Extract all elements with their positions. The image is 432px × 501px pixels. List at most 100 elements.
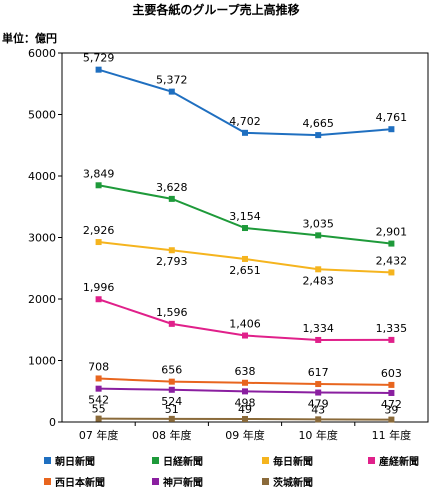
data-label: 1,334: [302, 322, 334, 335]
data-label: 498: [235, 396, 256, 409]
series-1: 5,729 5,372 4,702 4,665 4,761: [83, 52, 408, 139]
legend-label: 茨城新聞: [273, 476, 313, 489]
y-tick-label: 2000: [28, 293, 56, 306]
series-3: 2,926 2,793 2,651 2,483 2,432: [83, 224, 407, 287]
legend-swatch: [152, 457, 159, 464]
data-point: [242, 379, 248, 386]
x-tick-label: 09 年度: [225, 428, 265, 442]
legend-swatch: [44, 478, 51, 485]
data-label: 708: [88, 360, 109, 373]
data-point: [315, 336, 322, 343]
data-label: 2,901: [376, 226, 408, 239]
legend-item: 西日本新聞: [44, 476, 105, 489]
data-label: 5,372: [156, 74, 188, 87]
data-label: 524: [161, 395, 182, 408]
data-point: [168, 320, 175, 327]
series-layer: 5,729 5,372 4,702 4,665 4,761 3,849 3,628 3,154…: [83, 52, 407, 423]
data-label: 1,406: [229, 318, 261, 331]
legend-swatch: [262, 457, 269, 464]
data-label: 43: [311, 403, 325, 416]
data-point: [95, 385, 102, 392]
data-point: [388, 240, 395, 247]
data-label: 1,996: [83, 281, 115, 294]
data-label: 2,651: [229, 264, 261, 277]
data-point: [242, 255, 248, 262]
data-point: [388, 269, 395, 276]
data-label: 4,665: [302, 117, 334, 130]
data-point: [315, 389, 322, 396]
series-6: 542 524 498 479 472: [88, 385, 402, 411]
data-point: [315, 416, 322, 423]
legend-swatch: [368, 457, 375, 464]
data-point: [95, 375, 102, 382]
data-point: [388, 416, 395, 423]
data-point: [95, 66, 102, 73]
y-tick-label: 1000: [28, 355, 56, 368]
data-label: 3,628: [156, 181, 188, 194]
data-label: 4,702: [229, 115, 261, 128]
data-point: [315, 232, 322, 239]
legend-item: 神戸新聞: [152, 476, 203, 489]
data-point: [95, 239, 102, 246]
data-label: 472: [381, 398, 402, 411]
data-point: [168, 378, 175, 385]
data-label: 3,154: [229, 210, 261, 223]
data-label: 479: [308, 398, 329, 411]
x-tick-label: 11 年度: [372, 428, 412, 442]
data-point: [95, 182, 102, 189]
data-point: [168, 386, 175, 393]
data-label: 638: [235, 365, 256, 378]
data-label: 2,793: [156, 255, 188, 268]
legend-label: 毎日新聞: [273, 455, 313, 468]
data-point: [315, 266, 322, 273]
data-point: [242, 388, 248, 395]
legend-swatch: [44, 457, 51, 464]
series-7: 55 51 49 43 39: [92, 403, 398, 423]
data-label: 3,035: [302, 217, 334, 230]
x-tick-label: 08 年度: [152, 428, 192, 442]
legend-item: 日経新聞: [152, 455, 203, 468]
y-tick-label: 5000: [28, 109, 56, 122]
data-point: [315, 381, 322, 388]
data-label: 2,483: [302, 274, 334, 287]
data-point: [168, 88, 175, 95]
axes: 0 1000 2000 3000 4000 5000 6000 07 年度 08 年度 09 年度…: [28, 47, 429, 442]
legend-label: 産経新聞: [379, 455, 419, 468]
legend-item: 朝日新聞: [44, 455, 95, 468]
data-point: [388, 389, 395, 396]
chart-title: 主要各紙のグループ売上高推移: [132, 2, 299, 17]
x-tick-label: 07 年度: [79, 428, 119, 442]
data-point: [388, 381, 395, 388]
data-label: 49: [238, 403, 252, 416]
data-label: 656: [161, 364, 182, 377]
legend-item: 茨城新聞: [262, 476, 313, 489]
y-tick-label: 6000: [28, 47, 56, 60]
data-label: 3,849: [83, 167, 115, 180]
data-label: 1,596: [156, 306, 188, 319]
data-point: [242, 129, 248, 136]
y-tick-label: 3000: [28, 232, 56, 245]
legend-swatch: [262, 478, 269, 485]
data-point: [388, 126, 395, 133]
legend-label: 朝日新聞: [55, 455, 95, 468]
data-point: [242, 415, 248, 422]
data-label: 4,761: [376, 111, 408, 124]
data-label: 39: [384, 404, 398, 417]
data-label: 5,729: [83, 52, 115, 65]
data-point: [168, 247, 175, 254]
data-label: 2,432: [376, 254, 408, 267]
legend-swatch: [152, 478, 159, 485]
series-4: 1,996 1,596 1,406 1,334 1,335: [83, 281, 407, 343]
data-label: 1,335: [376, 322, 408, 335]
unit-label: 単位：億円: [2, 31, 57, 45]
x-tick-label: 10 年度: [298, 428, 338, 442]
legend-label: 西日本新聞: [55, 476, 105, 489]
data-label: 2,926: [83, 224, 115, 237]
data-point: [95, 296, 102, 303]
data-point: [242, 332, 248, 339]
legend-label: 神戸新聞: [163, 476, 203, 489]
data-label: 51: [165, 403, 179, 416]
data-label: 542: [88, 394, 109, 407]
